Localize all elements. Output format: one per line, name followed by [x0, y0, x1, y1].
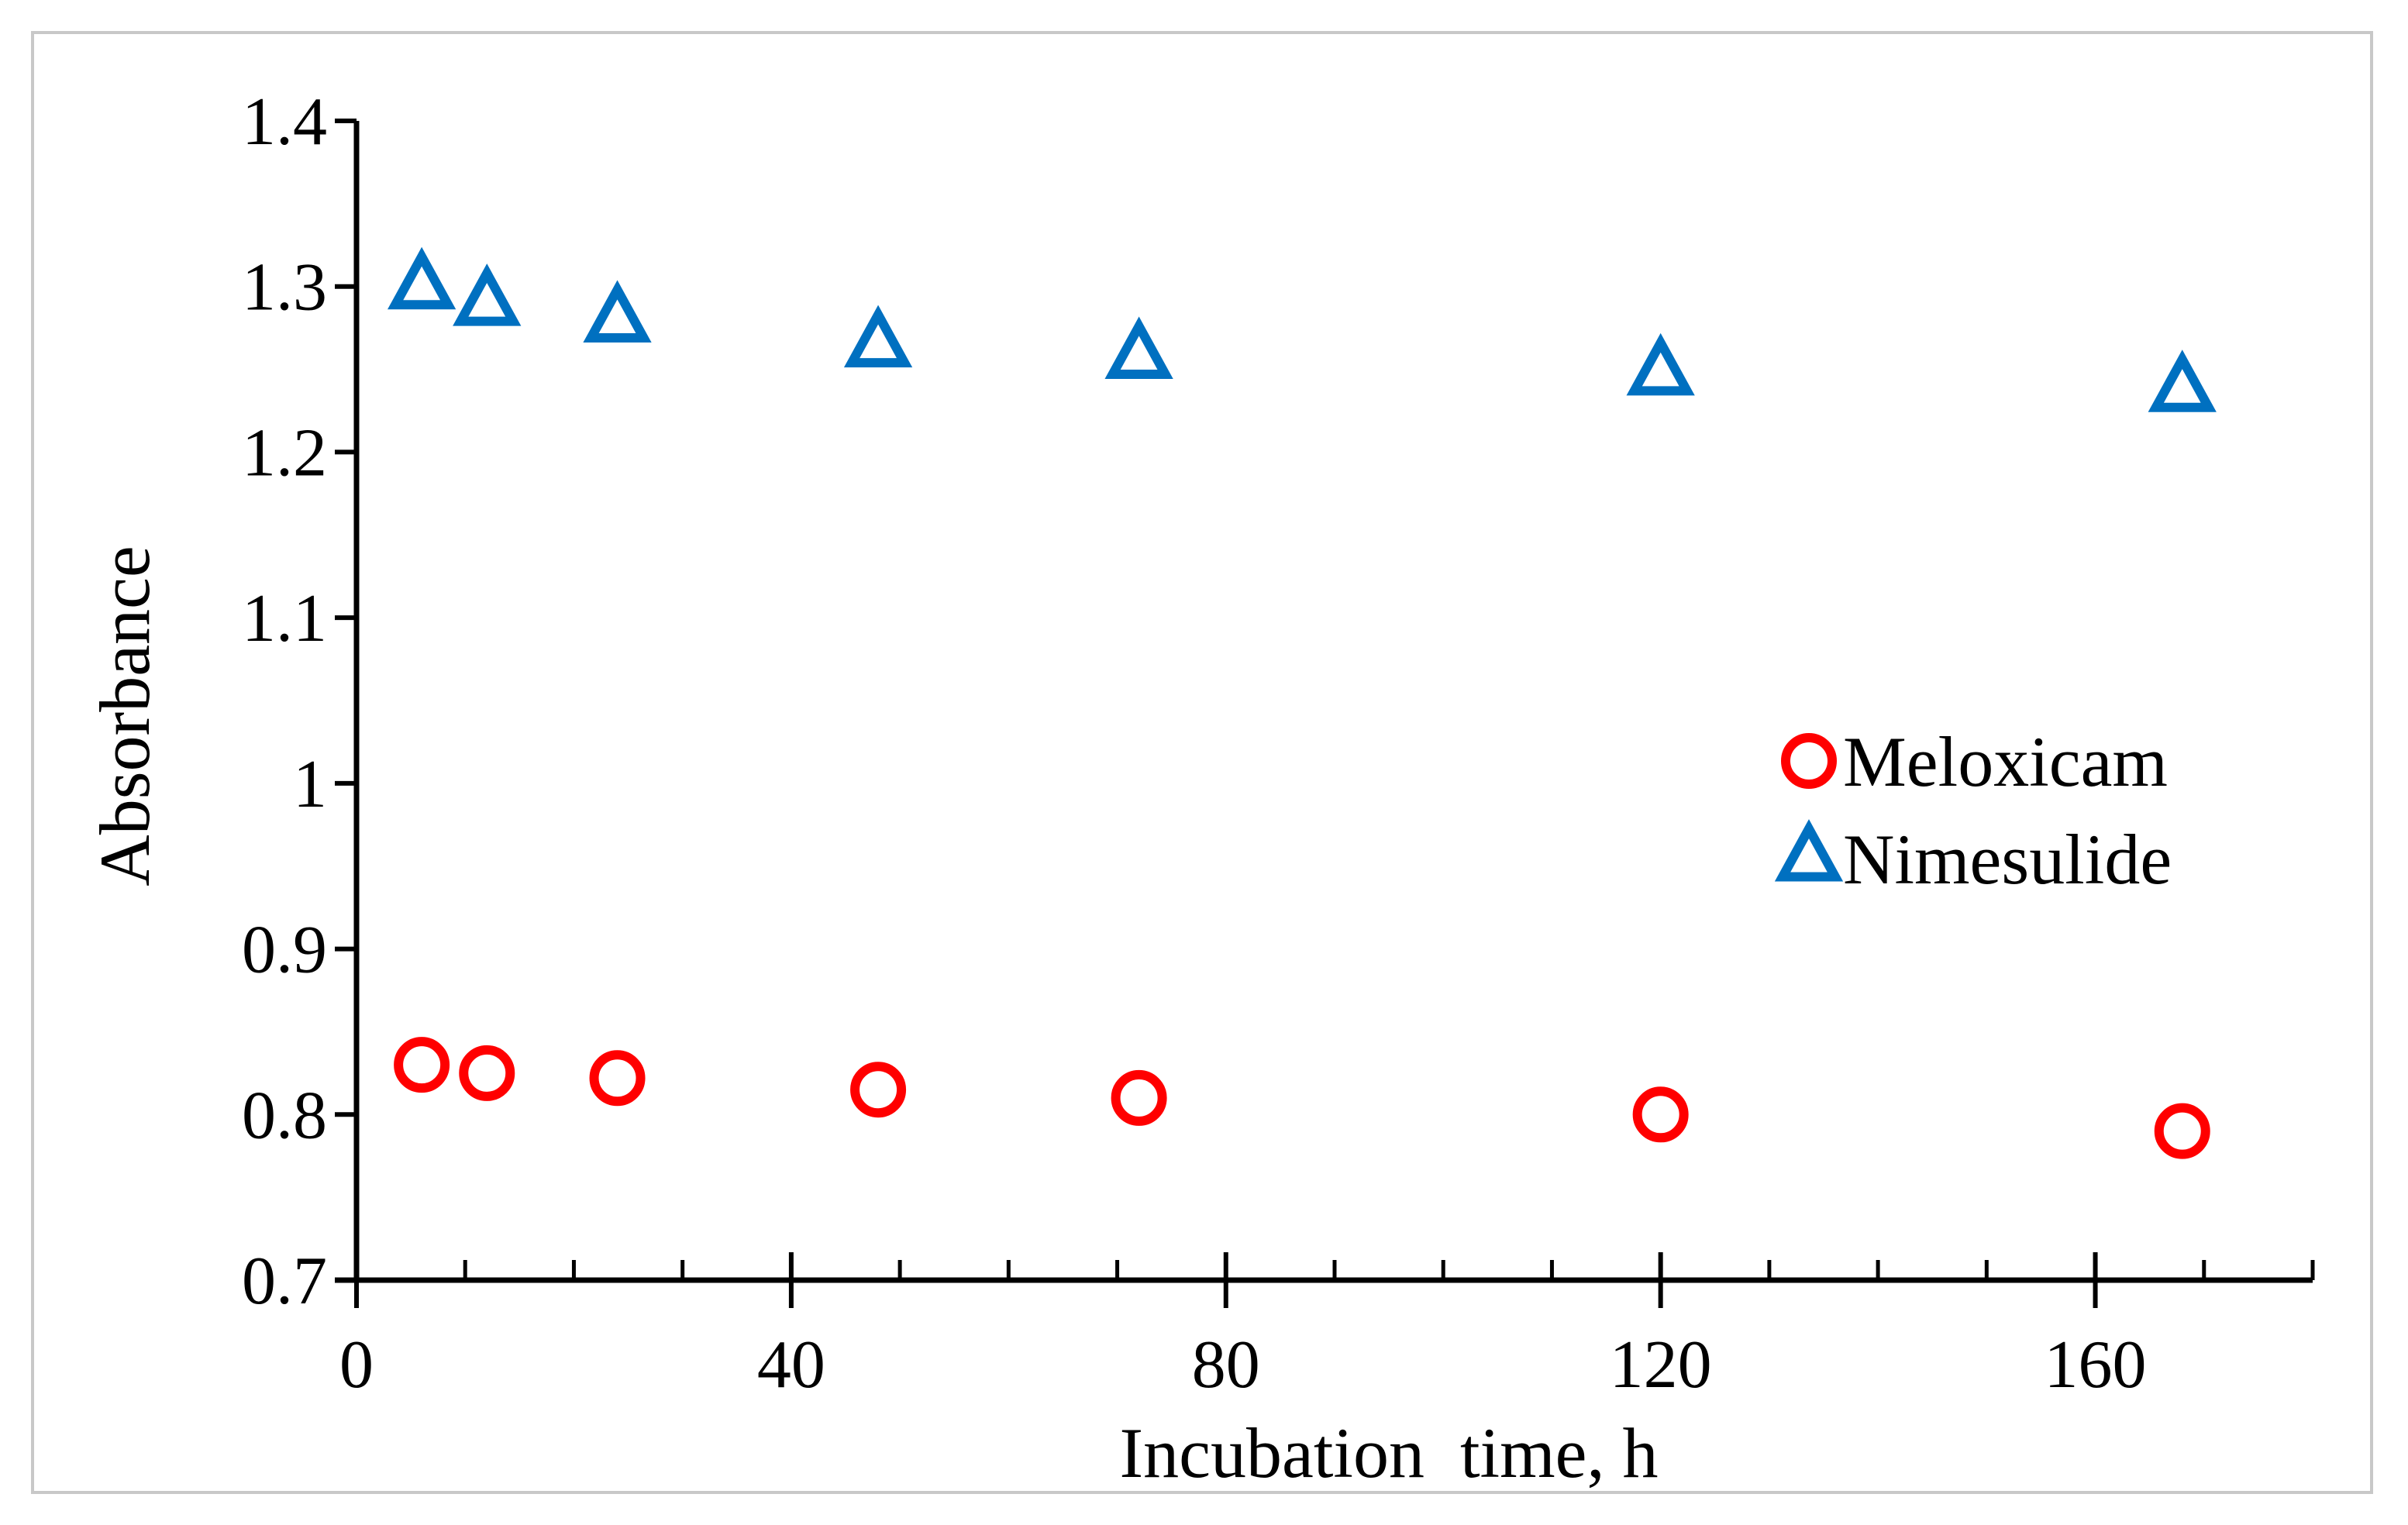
- chart-frame: 0.7 0.8 0.9 1 1.1 1.2 1.3 1.4 0 40 80 120 160 Incuba…: [31, 31, 2373, 1494]
- legend: Meloxicam Nimesulide: [1774, 722, 2172, 899]
- x-tick-label: 160: [2045, 1327, 2147, 1403]
- y-tick-label: 1.3: [242, 250, 327, 325]
- legend-meloxicam-label: Meloxicam: [1843, 722, 2168, 801]
- nimesulide-point: [388, 246, 456, 310]
- meloxicam-point: [459, 1045, 515, 1101]
- meloxicam-point: [394, 1037, 450, 1093]
- legend-nimesulide-label: Nimesulide: [1843, 820, 2172, 899]
- nimesulide-point: [2148, 349, 2217, 412]
- nimesulide-point: [453, 263, 522, 326]
- y-tick-label: 0.9: [242, 913, 327, 988]
- nimesulide-point: [583, 280, 652, 343]
- x-tick-label: 0: [339, 1327, 374, 1403]
- axes: 0.7 0.8 0.9 1 1.1 1.2 1.3 1.4 0 40 80 120 160: [242, 84, 2315, 1403]
- data-marks: [388, 246, 2217, 1159]
- y-tick-label: 1.1: [242, 581, 327, 656]
- nimesulide-point: [843, 305, 913, 368]
- y-tick-label: 1: [293, 747, 327, 822]
- x-tick-label: 120: [1610, 1327, 1712, 1403]
- meloxicam-point: [850, 1062, 907, 1118]
- meloxicam-point: [589, 1050, 646, 1107]
- meloxicam-point: [2154, 1103, 2210, 1159]
- scatter-chart: 0.7 0.8 0.9 1 1.1 1.2 1.3 1.4 0 40 80 120 160 Incuba…: [85, 84, 2315, 1492]
- y-tick-label: 1.4: [242, 84, 327, 160]
- legend-meloxicam-marker: [1781, 733, 1837, 789]
- nimesulide-point: [1104, 316, 1173, 380]
- meloxicam-point: [1632, 1086, 1689, 1143]
- x-axis-title: Incubation time, h: [1120, 1413, 1659, 1492]
- x-tick-label: 40: [757, 1327, 825, 1403]
- y-tick-label: 1.2: [242, 415, 327, 491]
- y-tick-label: 0.7: [242, 1244, 327, 1319]
- nimesulide-point: [1626, 332, 1695, 396]
- x-tick-label: 80: [1192, 1327, 1260, 1403]
- meloxicam-point: [1111, 1069, 1167, 1126]
- y-tick-label: 0.8: [242, 1078, 327, 1153]
- y-axis-title: Absorbance: [85, 546, 164, 886]
- legend-nimesulide-marker: [1774, 819, 1844, 882]
